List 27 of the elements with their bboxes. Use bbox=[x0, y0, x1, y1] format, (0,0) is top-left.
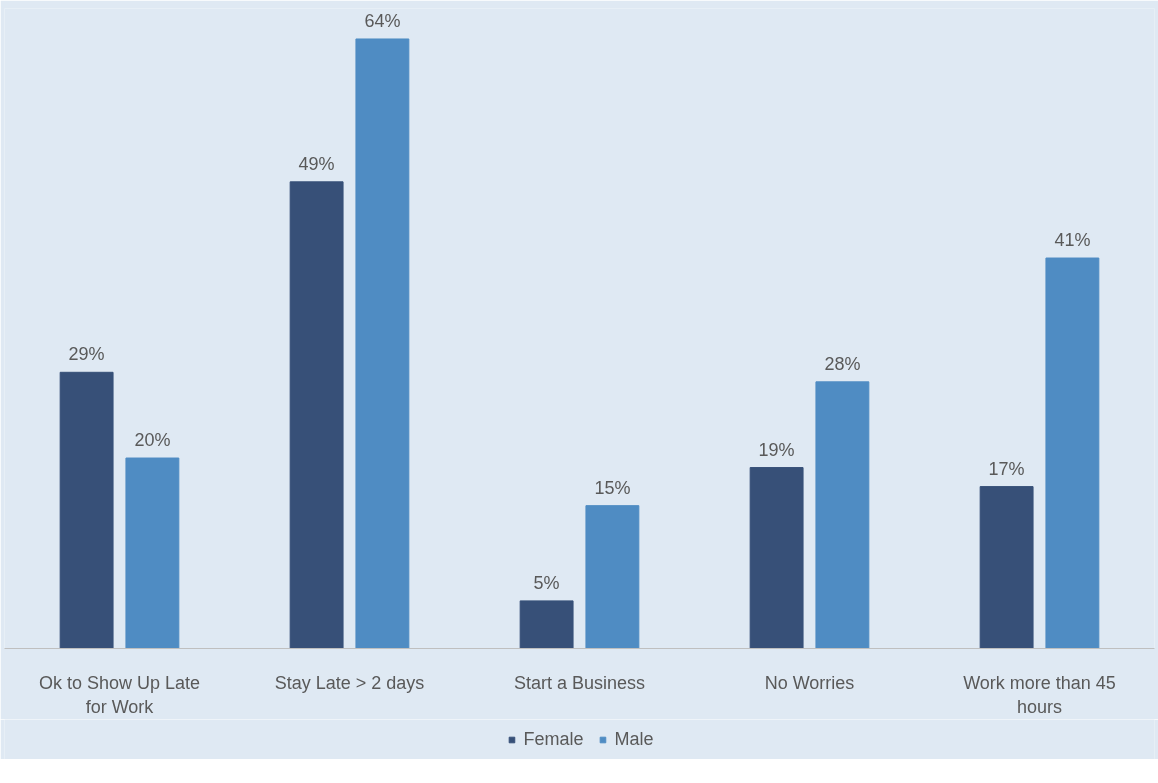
x-tick-label: Stay Late > 2 days bbox=[274, 672, 425, 693]
bar bbox=[125, 457, 180, 649]
data-label: 28% bbox=[824, 353, 861, 374]
data-label: 64% bbox=[364, 10, 401, 31]
x-tick-label: Start a Business bbox=[513, 672, 646, 693]
data-label: 19% bbox=[758, 439, 795, 460]
data-label: 29% bbox=[68, 344, 105, 365]
data-label: 17% bbox=[988, 458, 1025, 479]
bar bbox=[749, 467, 804, 649]
bar bbox=[59, 371, 114, 649]
x-tick-label: No Worries bbox=[764, 672, 855, 693]
x-tick-label: Ok to Show Up Late for Work bbox=[38, 672, 201, 717]
bar bbox=[585, 505, 640, 649]
bar bbox=[289, 181, 344, 649]
bar bbox=[815, 381, 870, 649]
legend-label: Female bbox=[523, 728, 584, 750]
bar bbox=[979, 486, 1034, 649]
bar bbox=[355, 38, 410, 649]
bar bbox=[1045, 257, 1100, 649]
data-label: 20% bbox=[134, 430, 171, 451]
bar bbox=[519, 600, 574, 649]
data-label: 49% bbox=[298, 153, 335, 174]
x-tick-label: Work more than 45 hours bbox=[963, 672, 1116, 717]
legend-label: Male bbox=[614, 728, 654, 750]
data-label: 5% bbox=[533, 572, 560, 593]
data-label: 41% bbox=[1054, 230, 1091, 251]
data-label: 15% bbox=[594, 477, 631, 498]
